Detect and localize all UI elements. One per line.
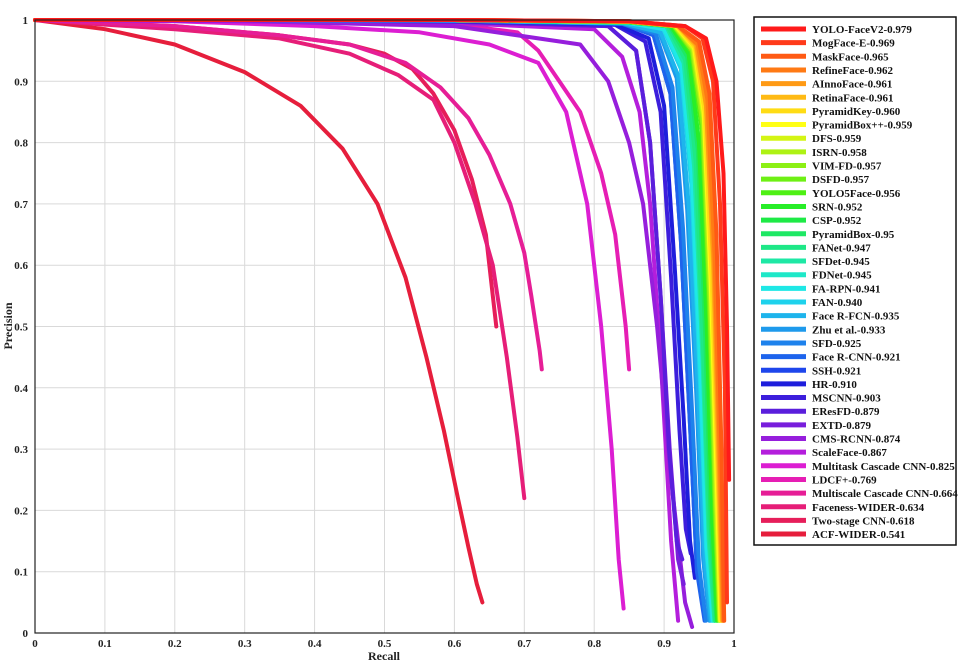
y-tick-label: 0.8	[14, 138, 28, 150]
x-tick-label: 1	[731, 638, 737, 650]
y-tick-label: 0.2	[14, 505, 28, 517]
x-tick-label: 0.5	[378, 638, 392, 650]
x-tick-labels: 0 0.1 0.2 0.3 0.4 0.5 0.6 0.7 0.8 0.9 1	[32, 638, 737, 650]
plot-border	[34, 19, 735, 634]
x-tick-label: 0.1	[98, 638, 112, 650]
legend-label: VIM-FD-0.957	[812, 161, 882, 173]
x-tick-label: 0.4	[308, 638, 322, 650]
y-axis-title: Precision	[1, 302, 15, 349]
legend-label: CSP-0.952	[812, 215, 862, 227]
legend-label: Multitask Cascade CNN-0.825	[812, 461, 955, 473]
legend-label: FDNet-0.945	[812, 270, 872, 282]
x-tick-label: 0.2	[168, 638, 182, 650]
legend-label: FA-RPN-0.941	[812, 283, 881, 295]
legend-label: DSFD-0.957	[812, 174, 870, 186]
legend-label: Face R-CNN-0.921	[812, 352, 901, 364]
y-tick-label: 0.5	[14, 322, 28, 334]
legend-label: Zhu et al.-0.933	[812, 324, 886, 336]
legend-label: Faceness-WIDER-0.634	[812, 502, 925, 514]
legend-label: Multiscale Cascade CNN-0.664	[812, 488, 958, 500]
legend-label: EResFD-0.879	[812, 406, 880, 418]
legend: YOLO-FaceV2-0.979 MogFace-E-0.969MaskFace…	[753, 16, 958, 546]
series-line	[33, 18, 544, 372]
legend-label: PyramidBox-0.95	[812, 229, 895, 241]
legend-label: ACF-WIDER-0.541	[812, 529, 905, 541]
legend-label: RetinaFace-0.961	[812, 92, 894, 104]
series-line	[33, 18, 527, 501]
y-tick-label: 0.4	[14, 383, 28, 395]
legend-label: RefineFace-0.962	[812, 65, 893, 77]
series-line	[33, 18, 626, 611]
legend-label: MaskFace-0.965	[812, 51, 889, 63]
y-tick-label: 0.9	[14, 76, 28, 88]
y-tick-label: 0.6	[14, 260, 28, 272]
y-tick-label: 0	[23, 628, 29, 640]
legend-label: ISRN-0.958	[812, 147, 867, 159]
x-tick-label: 0.9	[657, 638, 671, 650]
y-tick-label: 0.7	[14, 199, 28, 211]
legend-label: SRN-0.952	[812, 201, 863, 213]
x-tick-label: 0.8	[587, 638, 601, 650]
legend-label: YOLO5Face-0.956	[812, 188, 901, 200]
legend-label: SFDet-0.945	[812, 256, 870, 268]
legend-label: PyramidKey-0.960	[812, 106, 901, 118]
legend-label: HR-0.910	[812, 379, 857, 391]
legend-label: FAN-0.940	[812, 297, 863, 309]
legend-label: MSCNN-0.903	[812, 393, 881, 405]
legend-label: LDCF+-0.769	[812, 474, 877, 486]
legend-label: CMS-RCNN-0.874	[812, 434, 901, 446]
y-tick-label: 0.3	[14, 444, 28, 456]
x-tick-label: 0.6	[448, 638, 462, 650]
legend-label: PyramidBox++-0.959	[812, 120, 913, 132]
x-tick-label: 0.3	[238, 638, 252, 650]
legend-label: SSH-0.921	[812, 365, 861, 377]
legend-label: DFS-0.959	[812, 133, 862, 145]
series-line	[33, 18, 485, 605]
legend-label: ScaleFace-0.867	[812, 447, 887, 459]
x-tick-label: 0	[32, 638, 38, 650]
y-tick-label: 1	[23, 15, 29, 27]
legend-label: Two-stage CNN-0.618	[812, 515, 915, 527]
x-tick-label: 0.7	[517, 638, 531, 650]
legend-label: EXTD-0.879	[812, 420, 871, 432]
y-tick-labels: 0 0.1 0.2 0.3 0.4 0.5 0.6 0.7 0.8 0.9 1	[14, 15, 28, 640]
legend-label: Face R-FCN-0.935	[812, 311, 900, 323]
legend-label: AInnoFace-0.961	[812, 79, 892, 91]
y-tick-label: 0.1	[14, 567, 28, 579]
legend-label: MogFace-E-0.969	[812, 38, 895, 50]
legend-label: SFD-0.925	[812, 338, 862, 350]
legend-label: FANet-0.947	[812, 242, 871, 254]
legend-label: YOLO-FaceV2-0.979	[812, 24, 912, 36]
x-axis-title: Recall	[368, 649, 401, 663]
grid	[35, 20, 734, 633]
legend-box	[753, 16, 957, 546]
legend-items: YOLO-FaceV2-0.979 MogFace-E-0.969MaskFace…	[761, 24, 958, 541]
